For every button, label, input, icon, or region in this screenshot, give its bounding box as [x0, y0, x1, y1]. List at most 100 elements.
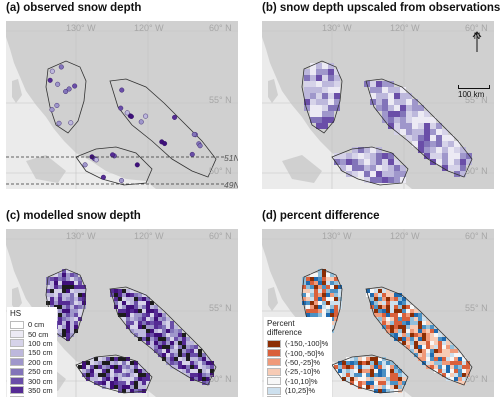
modelled-grid-cell: [154, 349, 158, 353]
modelled-grid-cell: [162, 349, 166, 353]
upscaled-grid-cell: [436, 153, 442, 159]
modelled-grid-cell: [126, 289, 130, 293]
modelled-grid-cell: [154, 341, 158, 345]
modelled-grid-cell: [118, 297, 122, 301]
modelled-grid-cell: [134, 321, 138, 325]
difference-grid-cell: [414, 329, 418, 333]
difference-grid-cell: [410, 313, 414, 317]
modelled-grid-cell: [170, 361, 174, 365]
modelled-region-outline: [109, 286, 217, 386]
upscaled-grid-cell: [346, 171, 352, 177]
modelled-grid-cell: [74, 289, 78, 293]
modelled-grid-cell: [162, 317, 166, 321]
modelled-grid-cell: [122, 361, 126, 365]
difference-grid-cell: [346, 377, 350, 381]
modelled-grid-cell: [98, 377, 102, 381]
difference-grid-cell: [374, 357, 378, 361]
upscaled-grid-cell: [418, 111, 424, 117]
difference-grid-cell: [330, 273, 334, 277]
upscaled-grid-cell: [346, 165, 352, 171]
modelled-grid-cell: [114, 357, 118, 361]
upscaled-grid-cell: [400, 93, 406, 99]
upscaled-grid-cell: [382, 81, 388, 87]
modelled-grid-cell: [82, 301, 86, 305]
observed-snow-station: [56, 120, 62, 126]
difference-grid-cell: [454, 357, 458, 361]
difference-grid-cell: [306, 313, 310, 317]
difference-grid-cell: [426, 329, 430, 333]
upscaled-grid-cell: [340, 165, 346, 171]
upscaled-grid-cell: [316, 99, 322, 105]
difference-grid-cell: [410, 341, 414, 345]
difference-grid-cell: [362, 385, 366, 389]
modelled-grid-cell: [74, 321, 78, 325]
modelled-grid-cell: [142, 385, 146, 389]
upscaled-grid-cell: [418, 123, 424, 129]
modelled-grid-cell: [74, 281, 78, 285]
vancouver-island: [26, 155, 66, 183]
upscaled-grid-cell: [322, 87, 328, 93]
modelled-grid-cell: [142, 329, 146, 333]
modelled-grid-cell: [118, 381, 122, 385]
modelled-grid-cell: [182, 361, 186, 365]
difference-grid-cell: [398, 329, 402, 333]
upscaled-grid-cell: [388, 123, 394, 129]
modelled-grid-cell: [130, 297, 134, 301]
modelled-grid-cell: [130, 369, 134, 373]
modelled-grid-cell: [66, 285, 70, 289]
percent-difference-legend: Percent difference (-150,-100]% (-100,-50…: [264, 317, 332, 397]
upscaled-grid-cell: [412, 129, 418, 135]
difference-grid-cell: [330, 325, 334, 329]
modelled-grid-cell: [130, 321, 134, 325]
modelled-grid-cell: [90, 373, 94, 377]
upscaled-grid-cell: [442, 165, 448, 171]
modelled-grid-cell: [106, 381, 110, 385]
modelled-grid-cell: [46, 289, 50, 293]
modelled-grid-cell: [190, 345, 194, 349]
modelled-grid-cell: [162, 341, 166, 345]
modelled-grid-cell: [62, 277, 66, 281]
upscaled-grid-cell: [394, 111, 400, 117]
upscaled-grid-cell: [430, 123, 436, 129]
modelled-grid-cell: [150, 333, 154, 337]
modelled-grid-cell: [134, 373, 138, 377]
difference-grid-cell: [378, 289, 382, 293]
difference-grid-cell: [358, 373, 362, 377]
difference-grid-cell: [394, 305, 398, 309]
upscaled-grid-cell: [376, 87, 382, 93]
modelled-grid-cell: [162, 313, 166, 317]
modelled-grid-cell: [210, 361, 214, 365]
difference-grid-cell: [390, 361, 394, 365]
modelled-grid-cell: [186, 369, 190, 373]
modelled-grid-cell: [106, 361, 110, 365]
modelled-grid-cell: [58, 273, 62, 277]
upscaled-grid-cell: [412, 111, 418, 117]
lat-60-label: 60° N: [465, 23, 488, 33]
upscaled-grid-cell: [316, 69, 322, 75]
lat-50-label: 50° N: [465, 374, 488, 384]
modelled-grid-cell: [210, 365, 214, 369]
haida-gwaii: [268, 79, 278, 103]
difference-grid-cell: [306, 301, 310, 305]
upscaled-grid-cell: [370, 159, 376, 165]
upscaled-grid-cell: [334, 87, 340, 93]
modelled-grid-cell: [202, 373, 206, 377]
modelled-grid-cell: [134, 297, 138, 301]
modelled-grid-cell: [138, 389, 142, 393]
modelled-grid-cell: [114, 305, 118, 309]
difference-grid-cell: [406, 313, 410, 317]
modelled-grid-cell: [54, 281, 58, 285]
difference-grid-cell: [434, 353, 438, 357]
upscaled-grid-cell: [310, 117, 316, 123]
difference-grid-cell: [338, 285, 342, 289]
modelled-grid-cell: [70, 289, 74, 293]
modelled-grid-cell: [122, 373, 126, 377]
difference-grid-cell: [378, 293, 382, 297]
difference-grid-cell: [438, 369, 442, 373]
difference-grid-cell: [418, 317, 422, 321]
difference-grid-cell: [362, 377, 366, 381]
difference-grid-cell: [442, 353, 446, 357]
modelled-grid-cell: [70, 293, 74, 297]
modelled-grid-cell: [122, 317, 126, 321]
difference-grid-cell: [394, 293, 398, 297]
